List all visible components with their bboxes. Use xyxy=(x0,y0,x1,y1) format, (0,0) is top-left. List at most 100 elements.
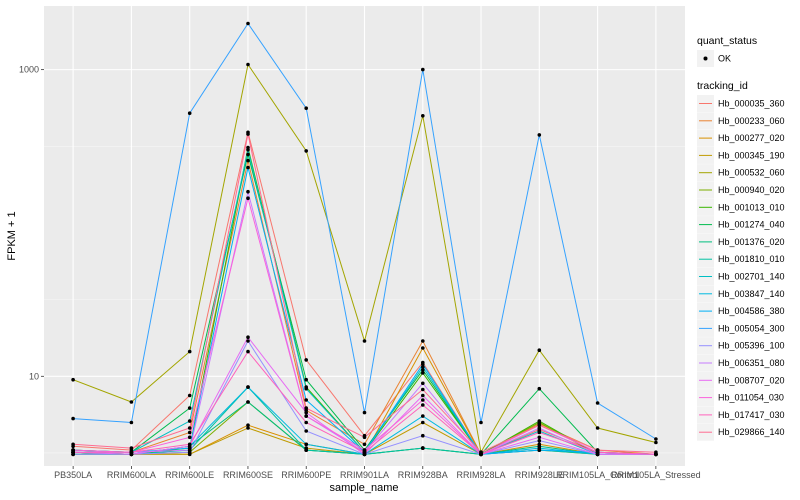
data-point xyxy=(595,448,600,452)
data-point xyxy=(421,414,425,418)
y-axis-ticks: 10 1000 xyxy=(19,65,44,381)
legend-ok-point xyxy=(703,56,708,61)
y-tick-label: 1000 xyxy=(19,65,39,75)
data-point xyxy=(421,446,425,450)
legend-item-label: Hb_008707_020 xyxy=(718,375,785,385)
data-point xyxy=(537,348,542,353)
data-point xyxy=(362,442,367,447)
legend-item-label: Hb_000277_020 xyxy=(718,133,785,143)
data-point xyxy=(187,349,192,354)
legend-item-label: Hb_003847_140 xyxy=(718,289,785,299)
data-point xyxy=(537,386,542,391)
data-point xyxy=(304,377,309,382)
data-point xyxy=(421,114,425,118)
data-point xyxy=(421,368,425,372)
data-point xyxy=(71,416,75,421)
legend-item-label: Hb_017417_030 xyxy=(718,410,785,420)
data-point xyxy=(304,448,309,452)
data-point xyxy=(246,196,250,200)
x-tick-label: RRIM928LA xyxy=(457,470,506,480)
data-point xyxy=(246,165,250,170)
data-point xyxy=(187,426,192,430)
data-point xyxy=(362,450,367,455)
x-tick-label: RRIM105LA_Control xyxy=(556,470,639,480)
legend-item-label: Hb_000532_060 xyxy=(718,168,785,178)
legend-item-label: Hb_000233_060 xyxy=(718,116,785,126)
data-point xyxy=(421,393,425,398)
data-point xyxy=(246,148,250,152)
x-tick-label: RRIM928BA xyxy=(398,470,448,480)
data-point xyxy=(595,426,600,430)
x-tick-label: RRIM928LE xyxy=(515,470,564,480)
data-point xyxy=(129,420,134,425)
x-tick-label: PB350LA xyxy=(54,470,92,480)
data-point xyxy=(537,430,542,435)
x-tick-label: RRIM600LE xyxy=(165,470,214,480)
data-point xyxy=(304,106,309,110)
data-point xyxy=(187,406,192,410)
data-point xyxy=(304,414,309,418)
data-point xyxy=(129,400,134,404)
data-point xyxy=(246,132,250,136)
data-point xyxy=(421,67,425,72)
data-point xyxy=(595,401,600,405)
data-point xyxy=(246,158,250,163)
data-point xyxy=(246,62,250,67)
data-point xyxy=(187,111,192,115)
data-point xyxy=(479,450,483,455)
data-point xyxy=(246,189,250,194)
data-point xyxy=(421,420,425,425)
data-point xyxy=(246,423,250,428)
data-point xyxy=(421,346,425,350)
data-point xyxy=(71,442,75,447)
data-point xyxy=(537,133,542,137)
legend-quant-status-title: quant_status xyxy=(697,35,757,47)
data-point xyxy=(187,442,192,447)
data-point xyxy=(421,339,425,343)
x-tick-label: RRIM901LA xyxy=(340,470,389,480)
data-point xyxy=(71,450,75,455)
data-point xyxy=(304,442,309,447)
legend-item-label: Hb_000035_360 xyxy=(718,99,785,109)
data-point xyxy=(71,377,75,382)
data-point xyxy=(187,435,192,440)
data-point xyxy=(304,149,309,153)
x-tick-label: RRIM600PE xyxy=(281,470,331,480)
legend-item-label: Hb_005054_300 xyxy=(718,323,785,333)
data-point xyxy=(421,371,425,375)
x-axis-ticks: PB350LA RRIM600LA RRIM600LE RRIM600SE RRIM60… xyxy=(54,466,701,480)
legend-item-label: Hb_011054_030 xyxy=(718,393,784,403)
legend-ok-label: OK xyxy=(718,54,731,64)
data-point xyxy=(421,365,425,369)
data-point xyxy=(304,406,309,410)
data-point xyxy=(187,419,192,423)
data-point xyxy=(304,420,309,425)
data-point xyxy=(537,423,542,428)
legend-item-label: Hb_001274_040 xyxy=(718,220,785,230)
data-point xyxy=(537,426,542,430)
data-point xyxy=(304,410,309,415)
legend-tracking-id: tracking_id Hb_000035_360 Hb_000233_060 Hb… xyxy=(697,80,785,441)
data-point xyxy=(654,437,658,441)
x-tick-label: RRIM105LA_Stressed xyxy=(611,470,701,480)
data-point xyxy=(654,440,658,445)
data-point xyxy=(537,435,542,440)
data-point xyxy=(362,435,367,440)
legend-item-label: Hb_000940_020 xyxy=(718,185,785,195)
data-point xyxy=(246,426,250,430)
data-point xyxy=(246,385,250,389)
y-tick-label: 10 xyxy=(29,371,39,381)
x-axis-title: sample_name xyxy=(329,482,398,494)
data-point xyxy=(421,362,425,367)
legend-quant-status: quant_status OK xyxy=(697,35,757,67)
data-point xyxy=(479,420,483,425)
legend-item-label: Hb_006351_080 xyxy=(718,358,785,368)
data-point xyxy=(246,152,250,157)
data-point xyxy=(537,438,542,443)
data-point xyxy=(246,349,250,354)
data-point xyxy=(129,446,134,450)
data-point xyxy=(304,398,309,402)
legend-item-label: Hb_029866_140 xyxy=(718,427,785,437)
data-point xyxy=(187,393,192,398)
